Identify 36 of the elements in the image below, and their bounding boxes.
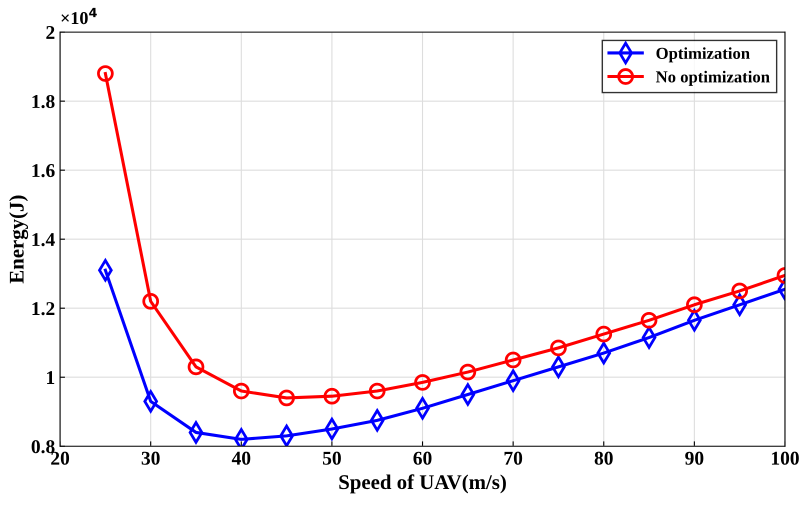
- point: [686, 296, 703, 314]
- point: [142, 292, 160, 310]
- point: [232, 382, 250, 400]
- y-tick-label: 1.6: [32, 164, 55, 178]
- legend-label: Optimization: [656, 47, 750, 62]
- x-tick-label: 50: [322, 452, 341, 465]
- legend-label: No optimization: [656, 70, 770, 86]
- point: [97, 65, 114, 82]
- x-tick-label: 90: [685, 452, 704, 465]
- y-tick-label: 1.8: [32, 94, 55, 108]
- y-tick-label: 1: [47, 371, 54, 384]
- y-axis-title: Energy(J): [9, 196, 28, 284]
- point: [188, 358, 204, 376]
- x-tick-label: 30: [142, 452, 160, 465]
- point: [324, 388, 340, 405]
- point: [550, 340, 567, 356]
- x-tick-label: 100: [772, 452, 799, 465]
- point: [368, 382, 386, 400]
- text: ×10$^{4}$: [61, 8, 97, 24]
- point: [278, 390, 295, 406]
- x-axis-title: Speed of UAV(m/s): [339, 474, 506, 494]
- point: [731, 282, 748, 300]
- x-tick-label: 80: [594, 452, 613, 465]
- point: [595, 326, 612, 342]
- point: [640, 312, 658, 329]
- y-tick-label: 0.8: [32, 440, 55, 454]
- x-tick-label: 70: [504, 452, 522, 465]
- point: [504, 352, 522, 368]
- y-tick-label: 2: [46, 26, 54, 39]
- point: [414, 374, 431, 391]
- point: [460, 364, 476, 380]
- x-tick-label: 60: [413, 452, 432, 465]
- x-tick-label: 40: [232, 452, 250, 465]
- y-tick-label: 1.4: [32, 233, 55, 246]
- y-tick-label: 1.2: [32, 302, 54, 316]
- x-tick-label: 20: [51, 452, 70, 465]
